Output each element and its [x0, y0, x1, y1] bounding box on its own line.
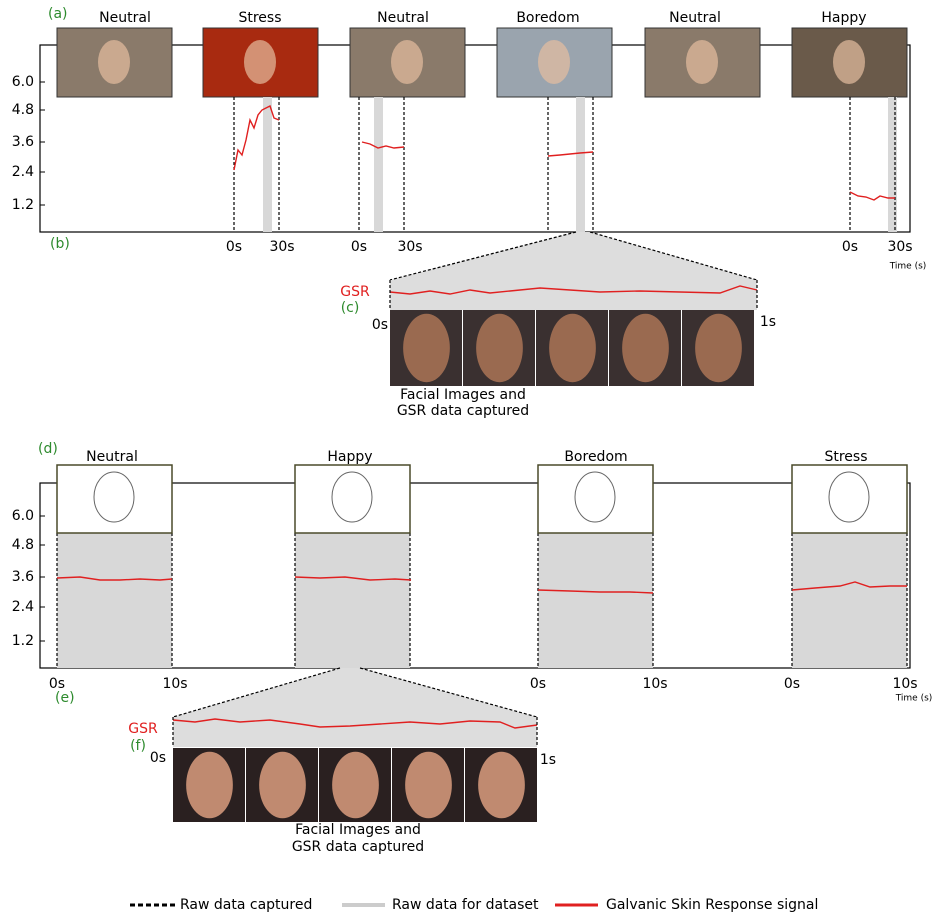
- stimulus-frame: [295, 465, 410, 533]
- frame-figure: [244, 40, 276, 84]
- time-label: 10s: [642, 676, 667, 692]
- emotion-label: Neutral: [669, 10, 721, 26]
- dataset-window: [538, 533, 653, 668]
- panel-label: (d): [38, 441, 58, 457]
- time-axis-label: Time (s): [889, 262, 927, 272]
- zoom-area: [173, 668, 537, 717]
- face-strip: [390, 310, 754, 386]
- emotion-label: Happy: [327, 449, 372, 465]
- face: [332, 752, 379, 819]
- emotion-label: Neutral: [377, 10, 429, 26]
- face: [186, 752, 233, 819]
- dataset-window: [295, 533, 410, 668]
- y-tick-label: 2.4: [12, 599, 34, 615]
- y-tick-label: 2.4: [12, 164, 34, 180]
- face-strip: [173, 748, 537, 822]
- panel-label: (f): [130, 738, 146, 754]
- face: [476, 314, 523, 382]
- time-label: 0s: [530, 676, 546, 692]
- dataset-window: [576, 97, 585, 232]
- gsr-signal: [234, 106, 279, 170]
- emotion-label: Boredom: [516, 10, 579, 26]
- frame-figure: [98, 40, 130, 84]
- face: [478, 752, 525, 819]
- dataset-window: [263, 97, 272, 232]
- caption: Facial Images and: [295, 822, 421, 838]
- legend-text: Raw data captured: [180, 897, 312, 913]
- panel-label: (c): [341, 300, 360, 316]
- time-end: 1s: [540, 752, 556, 768]
- frame-figure: [686, 40, 718, 84]
- emotion-label: Stress: [824, 449, 867, 465]
- panel-label: (e): [55, 690, 75, 706]
- time-axis-label: Time (s): [895, 694, 933, 704]
- emotion-label: Happy: [821, 10, 866, 26]
- y-tick-label: 6.0: [12, 74, 34, 90]
- face: [405, 752, 452, 819]
- face: [403, 314, 450, 382]
- frame-figure: [391, 40, 423, 84]
- time-label: 0s: [784, 676, 800, 692]
- gsr-label: GSR: [128, 721, 158, 737]
- time-start: 0s: [372, 317, 388, 333]
- figure: (a) (b) 6.0 4.8 3.6 2.4 1.2 Neutral Stress Neutra…: [0, 0, 936, 914]
- caption: GSR data captured: [292, 839, 424, 855]
- dataset-window: [57, 533, 172, 668]
- time-label: 0s: [842, 239, 858, 255]
- face: [549, 314, 596, 382]
- emotion-label: Boredom: [564, 449, 627, 465]
- gsr-label: GSR: [340, 284, 370, 300]
- face: [259, 752, 306, 819]
- panel-d: (d) (e) 6.0 4.8 3.6 2.4 1.2 Neutral Happy Boredom…: [12, 441, 933, 706]
- stimulus-frame: [792, 465, 907, 533]
- frame-figure: [538, 40, 570, 84]
- stimulus-frame: [538, 465, 653, 533]
- legend-text: Raw data for dataset: [392, 897, 539, 913]
- emotion-label: Neutral: [99, 10, 151, 26]
- panel-label: (a): [48, 6, 68, 22]
- time-label: 10s: [892, 676, 917, 692]
- dataset-window: [888, 97, 897, 232]
- emotion-label: Neutral: [86, 449, 138, 465]
- caption: GSR data captured: [397, 403, 529, 419]
- dataset-window: [792, 533, 907, 668]
- time-label: 30s: [269, 239, 294, 255]
- frame-figure: [833, 40, 865, 84]
- time-label: 30s: [397, 239, 422, 255]
- y-tick-label: 3.6: [12, 569, 34, 585]
- time-start: 0s: [150, 750, 166, 766]
- time-label: 0s: [351, 239, 367, 255]
- face: [695, 314, 742, 382]
- y-tick-label: 1.2: [12, 633, 34, 649]
- y-tick-label: 6.0: [12, 508, 34, 524]
- gsr-signal: [548, 152, 593, 156]
- zoom-area: [390, 232, 757, 280]
- time-end: 1s: [760, 314, 776, 330]
- y-tick-label: 1.2: [12, 197, 34, 213]
- zoom-box: [390, 280, 757, 310]
- face: [622, 314, 669, 382]
- time-label: 10s: [162, 676, 187, 692]
- time-label: 30s: [887, 239, 912, 255]
- y-tick-label: 4.8: [12, 102, 34, 118]
- dataset-window: [374, 97, 383, 232]
- time-label: 0s: [49, 676, 65, 692]
- y-tick-label: 4.8: [12, 537, 34, 553]
- legend-text: Galvanic Skin Response signal: [606, 897, 818, 913]
- panel-label: (b): [50, 236, 70, 252]
- stimulus-frame: [57, 465, 172, 533]
- caption: Facial Images and: [400, 387, 526, 403]
- y-tick-label: 3.6: [12, 134, 34, 150]
- time-label: 0s: [226, 239, 242, 255]
- emotion-label: Stress: [238, 10, 281, 26]
